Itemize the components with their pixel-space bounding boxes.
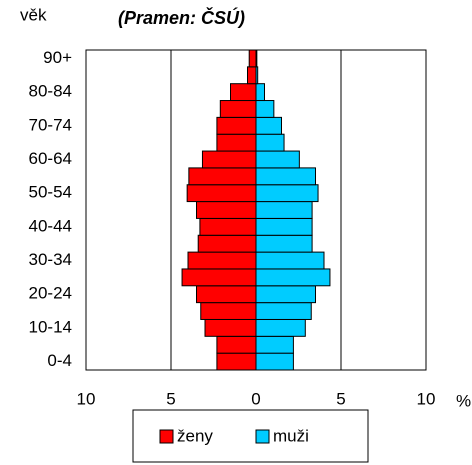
bar <box>255 302 312 320</box>
y-tick-label: 90+ <box>43 48 72 67</box>
bar <box>248 49 257 68</box>
bar <box>216 335 257 354</box>
legend-label: ženy <box>177 426 213 445</box>
y-tick-label: 50-54 <box>29 183 72 202</box>
x-tick-label: 5 <box>166 389 175 408</box>
y-tick-label: 0-4 <box>47 351 72 370</box>
bar <box>255 217 313 236</box>
y-tick-label: 10-14 <box>29 317 72 336</box>
bar <box>216 116 257 135</box>
y-tick-label: 80-84 <box>29 82 72 101</box>
bar <box>188 167 257 186</box>
bar <box>255 268 331 287</box>
bar <box>230 83 257 102</box>
bar <box>255 100 275 118</box>
bar <box>200 302 257 320</box>
x-unit: % <box>456 391 471 410</box>
bar <box>197 234 257 253</box>
bar <box>247 66 257 85</box>
y-tick-label: 20-24 <box>29 284 72 303</box>
bar <box>199 217 257 236</box>
x-tick-label: 10 <box>417 389 436 408</box>
y-axis-label: věk <box>20 5 47 24</box>
bar <box>255 251 325 270</box>
legend-label: muži <box>273 426 309 445</box>
bar <box>255 167 316 186</box>
bar <box>216 133 257 152</box>
bar <box>187 251 257 270</box>
bar <box>201 150 257 169</box>
x-tick-label: 0 <box>251 389 260 408</box>
bar <box>196 285 257 304</box>
bar <box>216 352 257 371</box>
bar <box>255 201 313 219</box>
bar <box>219 100 257 118</box>
bar <box>204 318 257 337</box>
bar <box>255 66 259 85</box>
y-tick-label: 70-74 <box>29 115 72 134</box>
legend-swatch <box>159 429 174 444</box>
legend-swatch <box>255 429 270 444</box>
bar <box>255 133 285 152</box>
bar <box>255 184 319 203</box>
bar <box>255 83 265 102</box>
x-tick-label: 10 <box>77 389 96 408</box>
bar <box>255 285 316 304</box>
bar <box>255 318 306 337</box>
x-tick-label: 5 <box>336 389 345 408</box>
y-tick-label: 30-34 <box>29 250 72 269</box>
y-tick-label: 40-44 <box>29 216 72 235</box>
bar <box>255 352 294 371</box>
y-tick-label: 60-64 <box>29 149 72 168</box>
bar <box>255 234 313 253</box>
bar <box>255 116 282 135</box>
bar <box>255 335 294 354</box>
bar <box>181 268 257 287</box>
bar <box>255 150 300 169</box>
subtitle: (Pramen: ČSÚ) <box>118 7 245 28</box>
bar <box>196 201 257 219</box>
bar <box>186 184 257 203</box>
bar <box>255 49 258 68</box>
